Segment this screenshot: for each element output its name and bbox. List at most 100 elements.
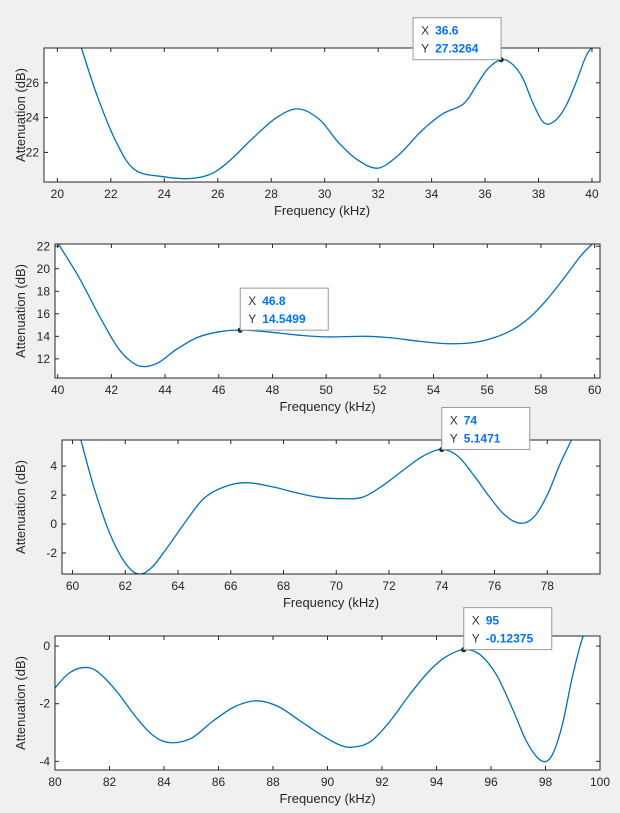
datatip: X 95 Y -0.12375 (463, 607, 553, 651)
series-line (80, 440, 573, 574)
subplot-2: 40 42 44 46 48 50 52 54 56 58 60 12 14 16 18 20 22 Freque… (13, 239, 602, 414)
y-tick-label: -2 (46, 546, 57, 560)
x-tick-label: 58 (534, 383, 548, 397)
x-tick-label: 50 (319, 383, 333, 397)
y-tick-label: 2 (50, 488, 57, 502)
y-tick-label: 14 (37, 329, 51, 343)
x-axis-title: Frequency (kHz) (274, 203, 370, 218)
x-tick-label: 90 (321, 775, 335, 789)
y-tick-label: 4 (50, 459, 57, 473)
x-tick-label: 72 (382, 579, 396, 593)
x-axis-title: Frequency (kHz) (279, 791, 375, 806)
datatip-box (239, 287, 329, 331)
y-tick-label: 0 (50, 517, 57, 531)
subplot-3: 60 62 64 66 68 70 72 74 76 78 -2 0 2 4 Frequency (kHz)… (13, 406, 601, 610)
x-axis-title: Frequency (kHz) (279, 399, 375, 414)
y-axis-title: Attenuation (dB) (13, 264, 28, 358)
datatip: X 46.8 Y 14.5499 (239, 287, 329, 331)
datatip-y-value: -0.12375 (486, 632, 534, 646)
x-tick-label: 64 (171, 579, 185, 593)
datatip-box (463, 607, 553, 651)
x-tick-label: 30 (318, 187, 332, 201)
x-tick-label: 46 (212, 383, 226, 397)
x-tick-label: 60 (588, 383, 602, 397)
x-tick-label: 22 (104, 187, 118, 201)
x-tick-label: 94 (430, 775, 444, 789)
datatip: X 36.6 Y 27.3264 (412, 17, 502, 61)
series-line (57, 244, 594, 368)
axes-background (55, 636, 600, 770)
x-tick-label: 32 (371, 187, 385, 201)
x-tick-label: 96 (484, 775, 498, 789)
x-tick-label: 54 (427, 383, 441, 397)
datatip-y-label: Y (248, 312, 256, 326)
series-line (80, 48, 593, 180)
y-axis-title: Attenuation (dB) (13, 68, 28, 162)
x-axis-title: Frequency (kHz) (283, 595, 379, 610)
y-tick-label: 22 (26, 145, 40, 159)
x-tick-label: 24 (158, 187, 172, 201)
x-tick-label: 62 (119, 579, 133, 593)
x-tick-label: 82 (103, 775, 117, 789)
x-tick-label: 52 (373, 383, 387, 397)
x-tick-label: 92 (375, 775, 389, 789)
x-tick-label: 26 (211, 187, 225, 201)
datatip-x-label: X (248, 294, 256, 308)
subplot-4: 80 82 84 86 88 90 92 94 96 98 100 -4 -2 0 Frequency (k… (13, 607, 610, 806)
y-axis-title: Attenuation (dB) (13, 656, 28, 750)
y-tick-label: -2 (39, 697, 50, 711)
datatip-x-label: X (450, 413, 458, 427)
datatip-x-value: 46.8 (262, 294, 286, 308)
x-tick-label: 84 (157, 775, 171, 789)
y-tick-label: -4 (39, 754, 50, 768)
x-tick-label: 98 (539, 775, 553, 789)
y-tick-label: 20 (37, 262, 51, 276)
x-tick-label: 44 (158, 383, 172, 397)
x-tick-label: 20 (51, 187, 65, 201)
datatip-x-value: 74 (464, 413, 478, 427)
datatip-x-label: X (472, 614, 480, 628)
x-tick-label: 78 (541, 579, 555, 593)
axes-background (44, 48, 600, 182)
datatip-x-value: 36.6 (435, 24, 459, 38)
y-tick-label: 22 (37, 239, 51, 253)
x-tick-label: 48 (266, 383, 280, 397)
x-tick-label: 88 (266, 775, 280, 789)
x-tick-label: 60 (66, 579, 80, 593)
datatip-x-label: X (421, 24, 429, 38)
y-tick-label: 24 (26, 111, 40, 125)
datatip: X 74 Y 5.1471 (441, 406, 531, 450)
axes-frame (54, 243, 601, 379)
datatip-y-value: 14.5499 (262, 312, 306, 326)
x-tick-label: 74 (435, 579, 449, 593)
datatip-y-label: Y (472, 632, 480, 646)
datatip-box (441, 406, 531, 450)
subplot-1: 20 22 24 26 28 30 32 34 36 38 40 22 24 26 Frequency (k… (13, 17, 601, 218)
x-tick-label: 70 (330, 579, 344, 593)
x-tick-label: 76 (488, 579, 502, 593)
y-tick-label: 16 (37, 307, 51, 321)
x-tick-label: 34 (425, 187, 439, 201)
x-tick-label: 40 (51, 383, 65, 397)
datatip-y-value: 27.3264 (435, 42, 479, 56)
x-tick-label: 42 (105, 383, 119, 397)
datatip-y-label: Y (450, 431, 458, 445)
x-tick-label: 86 (212, 775, 226, 789)
x-tick-label: 38 (532, 187, 546, 201)
y-tick-label: 26 (26, 76, 40, 90)
x-tick-label: 36 (478, 187, 492, 201)
datatip-y-value: 5.1471 (464, 431, 501, 445)
axes-background (62, 440, 600, 574)
x-tick-label: 66 (224, 579, 238, 593)
y-tick-label: 12 (37, 352, 51, 366)
x-tick-label: 40 (585, 187, 599, 201)
x-tick-label: 100 (590, 775, 610, 789)
y-axis-title: Attenuation (dB) (13, 460, 28, 554)
y-tick-label: 0 (43, 639, 50, 653)
y-tick-label: 18 (37, 284, 51, 298)
series-line (55, 636, 584, 763)
datatip-box (412, 17, 502, 61)
x-tick-label: 28 (265, 187, 279, 201)
